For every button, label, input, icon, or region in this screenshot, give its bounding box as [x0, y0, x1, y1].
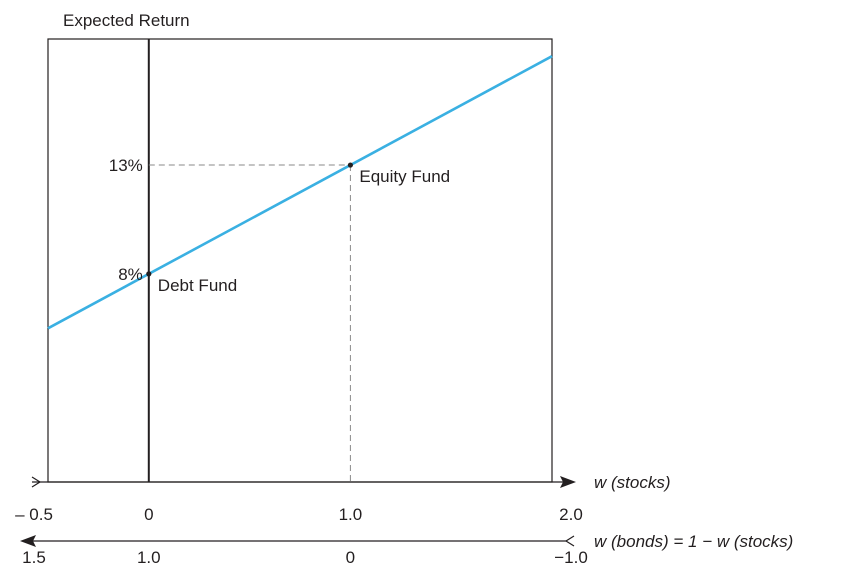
equity-fund-label: Equity Fund: [359, 167, 450, 186]
plot-frame: [47, 38, 553, 483]
x-tick-label-bonds: 1.5: [22, 548, 46, 567]
debt-fund-point: [146, 271, 152, 277]
x-tick-label-bonds: −1.0: [554, 548, 588, 567]
x-axis-bonds-arrowhead: [20, 535, 36, 547]
x-tick-label-bonds: 1.0: [137, 548, 161, 567]
x-axis-bonds-tail: [564, 535, 575, 547]
x-axis-bonds-label: w (bonds) = 1 − w (stocks): [594, 532, 793, 551]
x-tick-label-stocks: 2.0: [559, 505, 583, 524]
x-tick-label-stocks: 1.0: [339, 505, 363, 524]
y-tick-label: 13%: [109, 156, 143, 175]
x-axis-stocks-label: w (stocks): [594, 473, 671, 492]
series-line: [47, 55, 553, 330]
chart-title: Expected Return: [63, 11, 190, 30]
x-axis-stocks-tail: [31, 476, 42, 488]
debt-fund-label: Debt Fund: [158, 276, 237, 295]
x-tick-label-stocks: – 0.5: [15, 505, 53, 524]
y-tick-label: 8%: [118, 265, 143, 284]
x-axis-stocks-arrowhead: [560, 476, 576, 488]
x-tick-label-stocks: 0: [144, 505, 153, 524]
x-tick-label-bonds: 0: [346, 548, 355, 567]
equity-fund-point: [347, 162, 353, 168]
